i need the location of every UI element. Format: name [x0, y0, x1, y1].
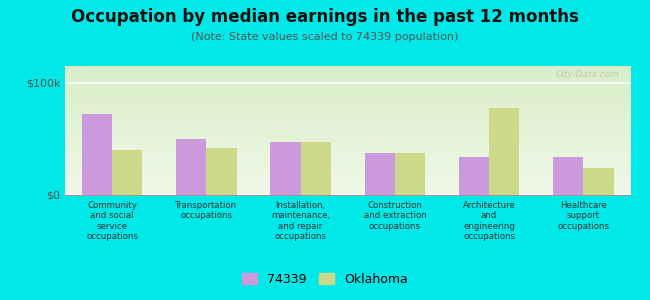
Text: Construction
and extraction
occupations: Construction and extraction occupations — [363, 201, 426, 231]
Bar — [584, 168, 614, 195]
Bar — [176, 139, 206, 195]
Bar — [82, 114, 112, 195]
Bar — [270, 142, 300, 195]
Text: Installation,
maintenance,
and repair
occupations: Installation, maintenance, and repair oc… — [271, 201, 330, 241]
Text: Community
and social
service
occupations: Community and social service occupations — [86, 201, 138, 241]
Bar — [300, 142, 331, 195]
Text: City-Data.com: City-Data.com — [555, 70, 619, 79]
Text: Occupation by median earnings in the past 12 months: Occupation by median earnings in the pas… — [71, 8, 579, 26]
Text: Healthcare
support
occupations: Healthcare support occupations — [558, 201, 610, 231]
Bar — [365, 154, 395, 195]
Text: Architecture
and
engineering
occupations: Architecture and engineering occupations — [463, 201, 515, 241]
Bar — [207, 148, 237, 195]
Bar — [489, 107, 519, 195]
Bar — [112, 150, 142, 195]
Bar — [395, 154, 425, 195]
Bar — [459, 157, 489, 195]
Text: Transportation
occupations: Transportation occupations — [176, 201, 237, 220]
Text: (Note: State values scaled to 74339 population): (Note: State values scaled to 74339 popu… — [191, 32, 459, 41]
Bar — [553, 157, 584, 195]
Legend: 74339, Oklahoma: 74339, Oklahoma — [237, 268, 413, 291]
